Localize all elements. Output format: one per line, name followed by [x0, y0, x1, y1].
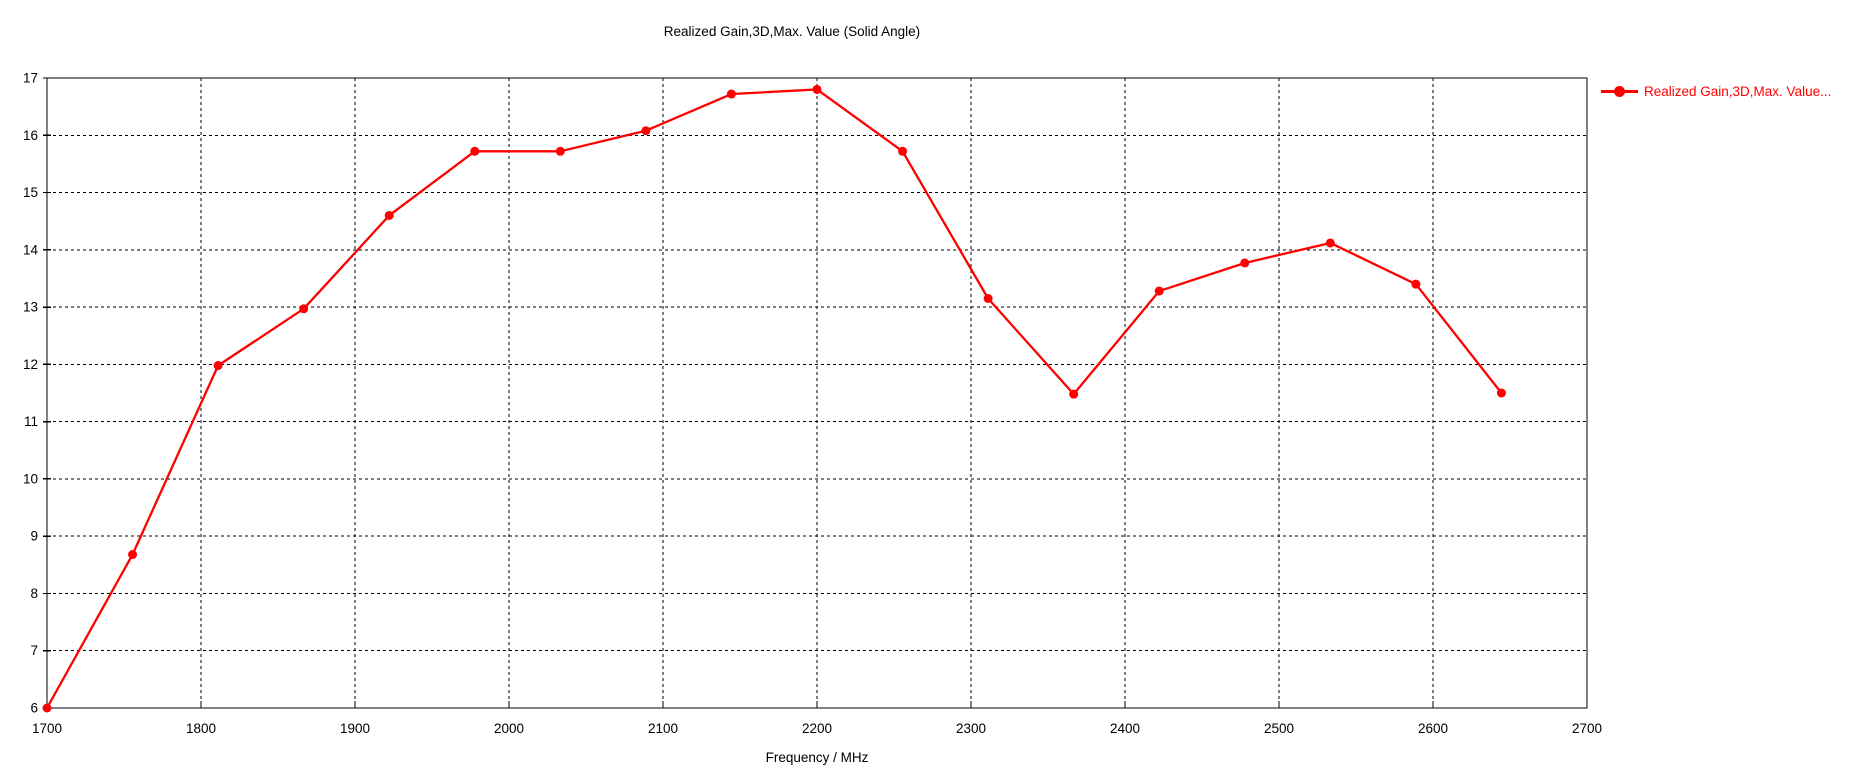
legend-label: Realized Gain,3D,Max. Value...	[1644, 84, 1832, 99]
x-tick-label: 2100	[648, 721, 678, 736]
data-point-marker	[128, 550, 138, 560]
data-point-marker	[812, 84, 822, 94]
data-point-marker	[299, 304, 309, 314]
legend-line-marker-icon	[1601, 86, 1638, 97]
x-tick-label: 2200	[802, 721, 832, 736]
y-tick-label: 10	[23, 471, 38, 486]
data-point-marker	[384, 210, 394, 220]
data-point-marker	[898, 146, 908, 156]
x-tick-label: 1800	[186, 721, 216, 736]
data-point-marker	[726, 89, 736, 99]
y-tick-label: 8	[30, 586, 38, 601]
x-tick-label: 2400	[1110, 721, 1140, 736]
data-point-marker	[470, 146, 480, 156]
x-tick-label: 1700	[32, 721, 62, 736]
x-tick-label: 2000	[494, 721, 524, 736]
y-tick-label: 16	[23, 128, 38, 143]
x-axis-title: Frequency / MHz	[765, 750, 869, 765]
y-tick-label: 11	[24, 414, 38, 429]
data-point-marker	[1325, 238, 1335, 248]
data-point-marker	[1240, 258, 1250, 268]
data-point-marker	[42, 703, 52, 713]
data-point-marker	[1154, 286, 1164, 296]
chart-title: Realized Gain,3D,Max. Value (Solid Angle…	[663, 24, 921, 39]
x-tick-label: 2500	[1264, 721, 1294, 736]
data-point-marker	[555, 146, 565, 156]
y-tick-label: 9	[30, 529, 38, 544]
legend-dot-icon	[1614, 86, 1625, 97]
x-tick-label: 2300	[956, 721, 986, 736]
data-line	[45, 88, 1503, 709]
data-point-marker	[1411, 279, 1421, 289]
data-point-marker	[1496, 388, 1506, 398]
y-tick-label: 12	[23, 357, 38, 372]
data-point-marker	[213, 361, 223, 371]
y-tick-label: 15	[23, 185, 38, 200]
data-point-marker	[641, 126, 651, 136]
data-point-marker	[983, 294, 993, 303]
y-tick-label: 14	[23, 242, 39, 257]
data-point-marker	[1069, 389, 1079, 399]
x-tick-label: 2600	[1418, 721, 1448, 736]
y-tick-label: 6	[30, 701, 38, 716]
y-tick-label: 17	[23, 71, 38, 86]
x-tick-label: 1900	[340, 721, 370, 736]
y-tick-label: 7	[30, 643, 38, 658]
legend: Realized Gain,3D,Max. Value...	[1601, 84, 1831, 99]
x-tick-label: 2700	[1572, 721, 1602, 736]
y-tick-label: 13	[23, 300, 38, 315]
